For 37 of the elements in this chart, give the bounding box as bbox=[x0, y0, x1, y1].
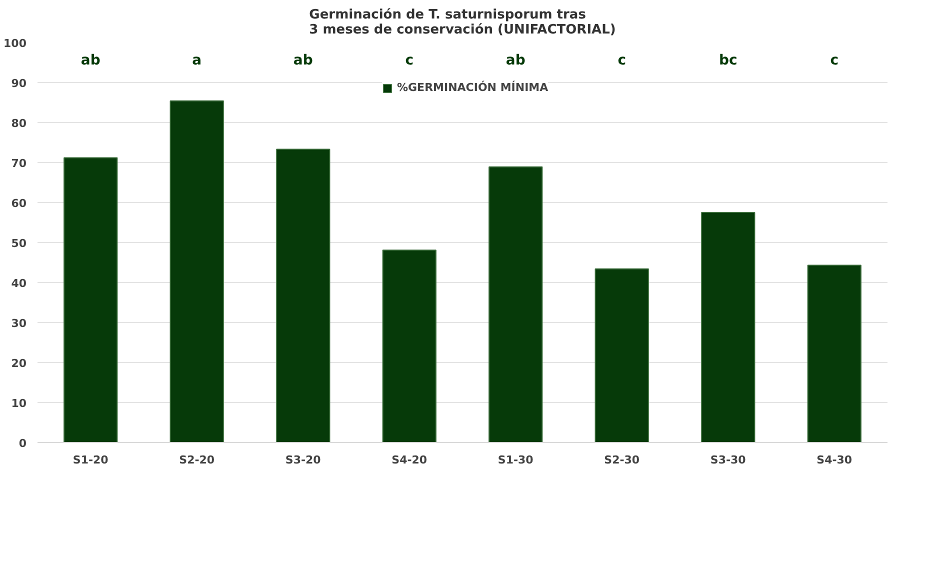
x-tick-label: S1-30 bbox=[498, 454, 534, 466]
annotation: bc bbox=[718, 52, 738, 68]
annotation: ab bbox=[506, 52, 526, 68]
y-tick-label: 100 bbox=[4, 37, 27, 50]
y-tick-label: 90 bbox=[11, 77, 27, 90]
x-tick-label: S3-20 bbox=[285, 454, 322, 466]
annotation: c bbox=[618, 52, 626, 68]
y-tick-label: 80 bbox=[11, 117, 27, 130]
y-tick-label: 30 bbox=[11, 317, 27, 330]
x-tick-label: S1-20 bbox=[72, 454, 109, 466]
y-tick-label: 40 bbox=[11, 277, 27, 290]
bar bbox=[170, 100, 224, 442]
y-tick-label: 0 bbox=[18, 437, 27, 450]
y-tick-label: 70 bbox=[11, 157, 27, 170]
bar bbox=[807, 264, 862, 442]
bar bbox=[701, 212, 756, 442]
legend-label: %GERMINACIÓN MÍNIMA bbox=[397, 81, 548, 94]
x-tick-label: S2-30 bbox=[604, 454, 640, 466]
x-tick-label: S4-30 bbox=[816, 454, 852, 466]
x-tick-label: S3-30 bbox=[710, 454, 746, 466]
annotation: c bbox=[405, 52, 414, 68]
bar bbox=[382, 250, 436, 442]
annotation: ab bbox=[80, 52, 100, 68]
y-tick-label: 60 bbox=[11, 197, 27, 210]
x-tick-label: S4-20 bbox=[392, 454, 428, 466]
bar bbox=[488, 166, 543, 442]
y-tick-label: 50 bbox=[11, 237, 27, 250]
y-tick-label: 20 bbox=[11, 357, 27, 370]
annotation: ab bbox=[293, 52, 313, 68]
bar bbox=[276, 148, 330, 442]
bar bbox=[594, 268, 649, 442]
x-tick-label: S2-20 bbox=[179, 454, 215, 466]
annotation: c bbox=[830, 52, 839, 68]
bar bbox=[64, 157, 118, 442]
annotation: a bbox=[192, 52, 202, 68]
chart-title: Germinación de T. saturnisporum tras 3 meses de conservación (UNIFACTORIAL) bbox=[309, 8, 616, 38]
y-tick-label: 10 bbox=[11, 397, 27, 410]
